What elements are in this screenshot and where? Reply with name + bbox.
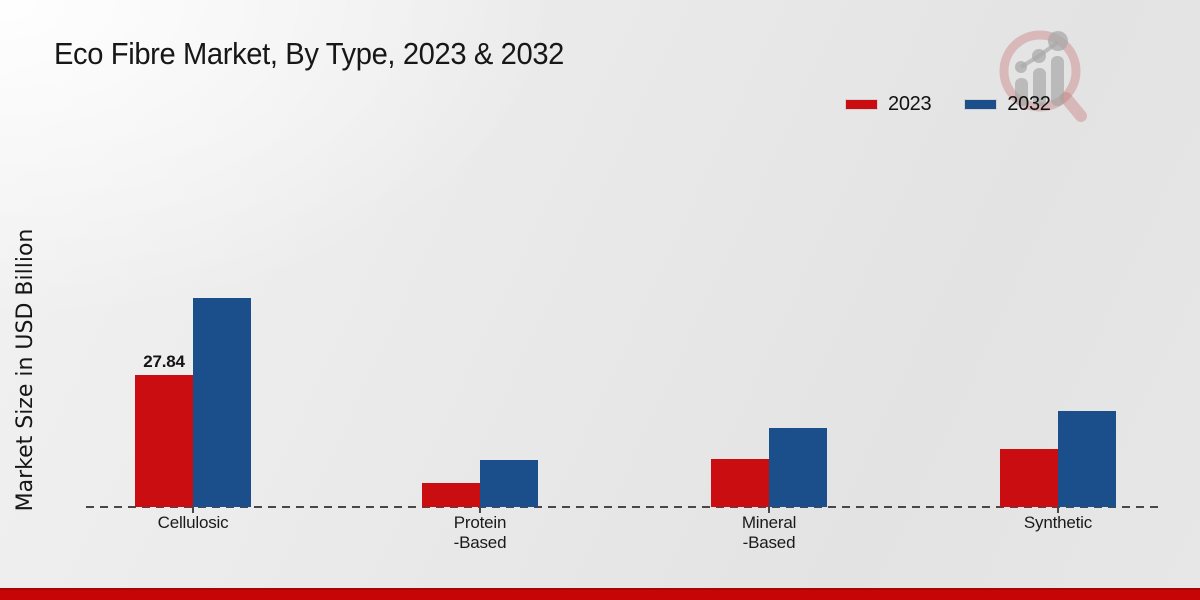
legend-label-2032: 2032	[1007, 93, 1051, 115]
chart-title: Eco Fibre Market, By Type, 2023 & 2032	[54, 36, 564, 71]
axis-tick	[479, 507, 481, 513]
bar-2032-protein-based	[480, 460, 538, 507]
bar-group-mineral-based: Mineral -Based	[711, 0, 827, 552]
legend-item-2023: 2023	[845, 93, 932, 116]
footer-accent-strip	[0, 588, 1200, 600]
bar-group-protein-based: Protein -Based	[422, 0, 538, 552]
bar-group-synthetic: Synthetic	[1000, 0, 1116, 532]
legend-swatch-2032	[964, 99, 998, 110]
category-label-synthetic: Synthetic	[1023, 513, 1093, 532]
bar-2023-mineral-based	[711, 459, 769, 507]
bar-2023-synthetic	[1000, 449, 1058, 507]
bar-2023-cellulosic	[135, 375, 193, 507]
category-label-cellulosic: Cellulosic	[157, 513, 229, 532]
legend-label-2023: 2023	[888, 93, 932, 115]
bar-2032-synthetic	[1058, 411, 1116, 507]
axis-tick	[1057, 507, 1059, 513]
category-label-mineral-based: Mineral -Based	[741, 513, 797, 552]
axis-tick	[768, 507, 770, 513]
bar-group-cellulosic: Cellulosic	[135, 0, 251, 532]
axis-tick	[192, 507, 194, 513]
x-axis-line	[86, 506, 1163, 508]
magnifier-growth-logo-icon	[999, 30, 1087, 122]
bar-2032-mineral-based	[769, 428, 827, 507]
legend-item-2032: 2032	[964, 93, 1051, 116]
category-label-protein-based: Protein -Based	[453, 513, 507, 552]
bar-2023-protein-based	[422, 483, 480, 507]
legend-swatch-2023	[845, 99, 878, 110]
y-axis-label: Market Size in USD Billion	[13, 228, 38, 512]
bar-value-label-cellulosic-2023: 27.84	[143, 352, 185, 371]
legend: 2023 2032	[845, 93, 1051, 116]
bar-2032-cellulosic	[193, 298, 251, 507]
